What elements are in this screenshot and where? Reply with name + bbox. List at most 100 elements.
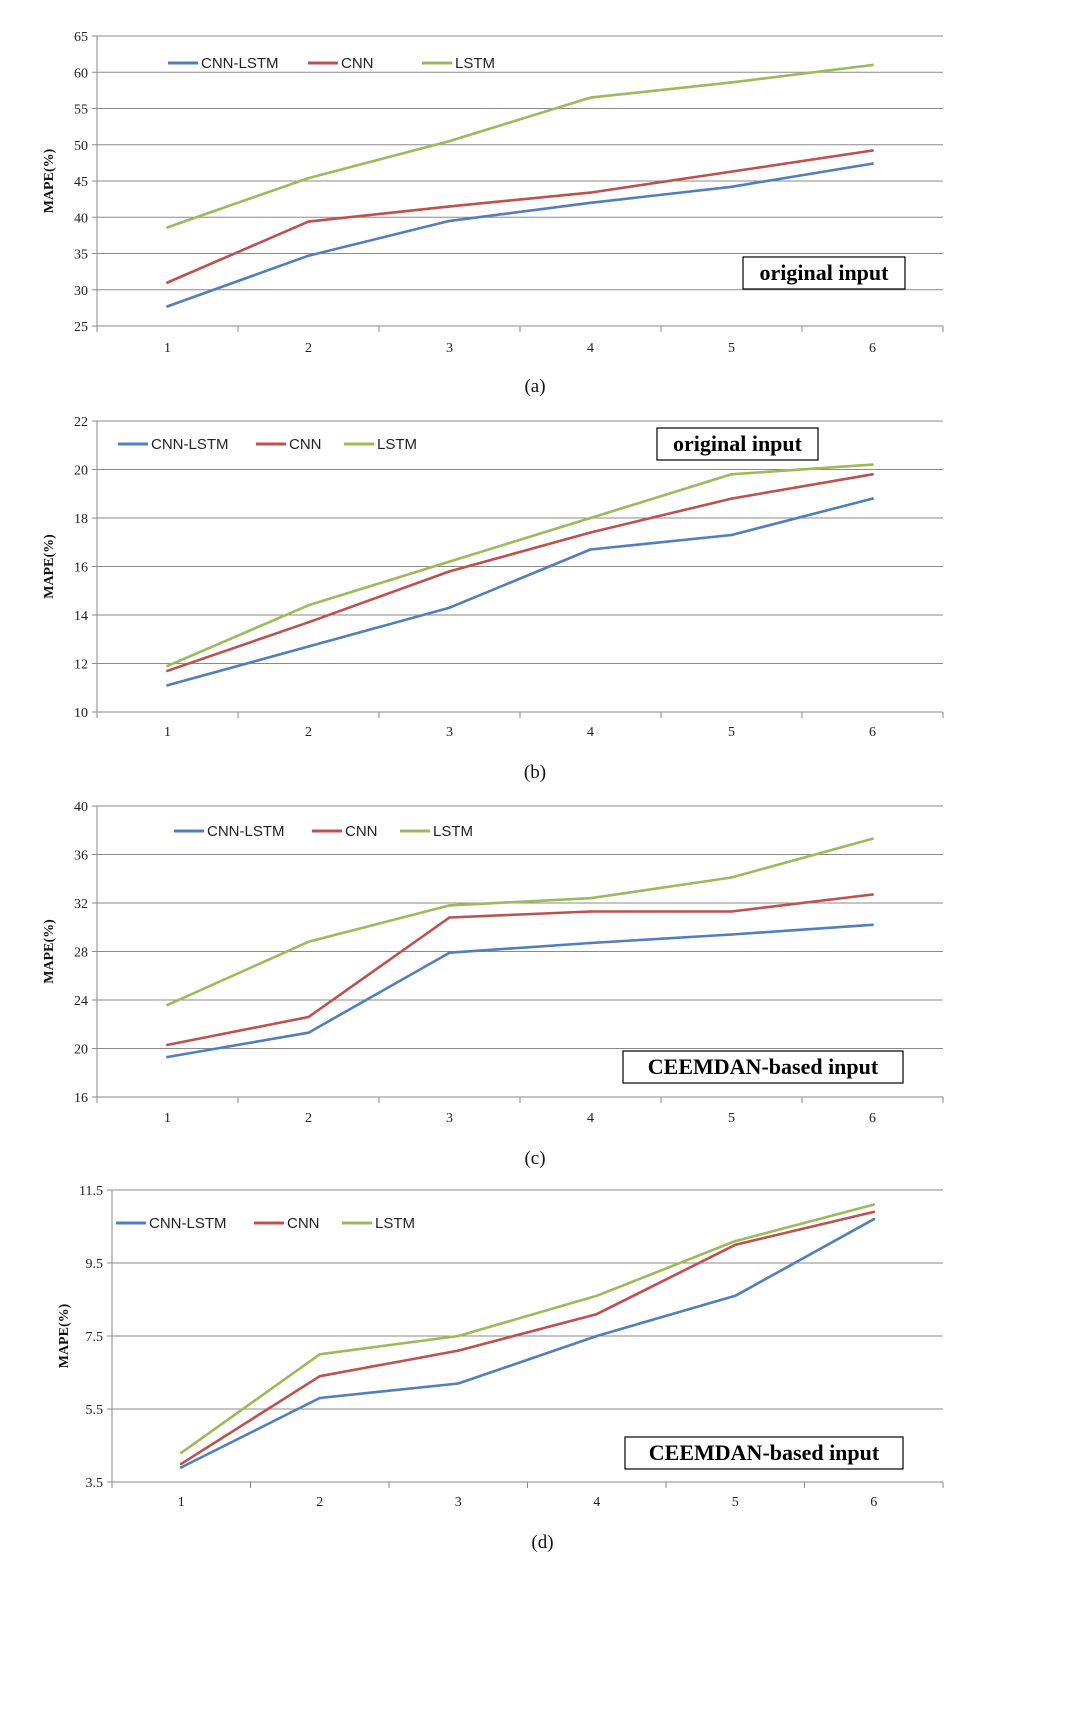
series-line-cnn	[166, 472, 874, 673]
data-point-cnn-lstm	[166, 305, 169, 308]
y-tick-label: 55	[74, 103, 88, 118]
y-tick-label: 45	[74, 175, 88, 190]
data-point-lstm	[448, 560, 451, 563]
panel-caption: (d)	[531, 1532, 553, 1553]
series-line-cnn	[166, 893, 874, 1047]
y-tick-label: 20	[74, 1043, 88, 1058]
y-tick-label: 36	[74, 849, 88, 864]
legend-label: CNN-LSTM	[151, 436, 229, 453]
x-tick-label: 4	[587, 725, 594, 740]
data-point-lstm	[307, 176, 310, 180]
data-point-cnn	[730, 170, 733, 173]
series-line-lstm	[166, 63, 874, 229]
data-point-lstm	[730, 81, 733, 84]
data-point-cnn-lstm	[448, 951, 451, 955]
data-point-lstm	[589, 516, 592, 520]
data-point-cnn	[589, 531, 592, 534]
data-point-cnn	[179, 1462, 183, 1466]
series-line-cnn	[166, 149, 874, 284]
x-tick-label: 2	[316, 1495, 323, 1510]
x-tick-label: 6	[869, 1111, 876, 1126]
legend-label: LSTM	[433, 823, 473, 840]
data-point-cnn-lstm	[871, 923, 874, 927]
x-tick-label: 2	[305, 341, 312, 356]
data-point-lstm	[179, 1451, 183, 1455]
data-point-cnn	[166, 1043, 169, 1047]
annotation-label: original input	[760, 260, 890, 285]
x-tick-label: 3	[446, 341, 453, 356]
y-tick-label: 14	[74, 609, 88, 624]
data-point-lstm	[448, 139, 451, 143]
y-tick-label: 22	[74, 415, 88, 430]
y-tick-label: 18	[74, 512, 88, 527]
y-tick-label: 65	[74, 30, 88, 45]
x-tick-label: 6	[869, 341, 876, 356]
data-point-cnn	[872, 1210, 876, 1214]
x-tick-label: 4	[587, 1111, 594, 1126]
legend-label: CNN	[341, 55, 374, 72]
data-point-cnn	[589, 191, 592, 194]
data-point-cnn-lstm	[589, 201, 592, 205]
data-point-cnn	[871, 893, 874, 896]
data-point-lstm	[448, 904, 451, 907]
series-line-cnn-lstm	[166, 497, 874, 687]
y-axis-label: MAPE(%)	[57, 1303, 72, 1368]
legend-label: CNN-LSTM	[201, 55, 279, 72]
legend-label: CNN-LSTM	[207, 823, 285, 840]
legend-label: CNN-LSTM	[149, 1215, 227, 1232]
data-point-lstm	[166, 1003, 169, 1007]
x-tick-label: 6	[869, 725, 876, 740]
data-point-cnn-lstm	[730, 533, 733, 537]
legend-label: CNN	[287, 1215, 320, 1232]
y-tick-label: 24	[74, 994, 88, 1009]
data-point-cnn-lstm	[872, 1217, 876, 1221]
annotation-label: CEEMDAN-based input	[649, 1440, 880, 1465]
x-tick-label: 2	[305, 725, 312, 740]
data-point-lstm	[307, 940, 310, 944]
x-tick-label: 6	[870, 1495, 877, 1510]
data-point-lstm	[318, 1352, 322, 1356]
data-point-cnn	[871, 149, 874, 152]
x-tick-label: 4	[593, 1495, 600, 1510]
data-point-cnn-lstm	[307, 1031, 310, 1035]
y-tick-label: 50	[74, 139, 88, 154]
x-tick-label: 1	[164, 341, 171, 356]
y-axis-label: MAPE(%)	[42, 148, 57, 213]
y-tick-label: 35	[74, 248, 88, 263]
data-point-lstm	[730, 473, 733, 476]
data-point-cnn-lstm	[448, 606, 451, 610]
x-tick-label: 1	[164, 725, 171, 740]
data-point-cnn	[307, 220, 310, 223]
y-tick-label: 40	[74, 800, 88, 815]
legend-label: LSTM	[377, 436, 417, 453]
data-point-lstm	[595, 1294, 599, 1298]
data-point-cnn	[166, 281, 169, 284]
data-point-lstm	[871, 63, 874, 67]
series-line-lstm	[166, 837, 874, 1007]
x-tick-label: 5	[728, 341, 735, 356]
data-point-cnn-lstm	[730, 185, 733, 189]
y-tick-label: 10	[74, 706, 88, 721]
series-line-lstm	[180, 1203, 876, 1455]
data-point-lstm	[589, 96, 592, 99]
data-point-lstm	[307, 604, 310, 607]
data-point-cnn	[448, 570, 451, 573]
data-point-cnn-lstm	[589, 941, 592, 945]
x-tick-label: 3	[455, 1495, 462, 1510]
data-point-cnn	[448, 916, 451, 919]
panel-caption: (a)	[524, 376, 545, 397]
series-line-cnn	[180, 1210, 876, 1466]
data-point-cnn-lstm	[589, 548, 592, 551]
x-tick-label: 3	[446, 725, 453, 740]
series-line-cnn-lstm	[180, 1217, 876, 1469]
data-point-cnn-lstm	[871, 162, 874, 165]
data-point-lstm	[730, 876, 733, 879]
series-line-lstm	[166, 463, 874, 668]
panel-caption: (b)	[524, 762, 546, 783]
data-point-lstm	[871, 463, 874, 466]
chart-panel-3: 16 20 24 28 32 36 40 1 2 3 4 5 6 MAPE(%) CNN-LSTM CNN LS…	[42, 800, 944, 1169]
data-point-cnn-lstm	[307, 254, 310, 257]
x-tick-label: 5	[728, 1111, 735, 1126]
data-point-cnn-lstm	[871, 497, 874, 500]
